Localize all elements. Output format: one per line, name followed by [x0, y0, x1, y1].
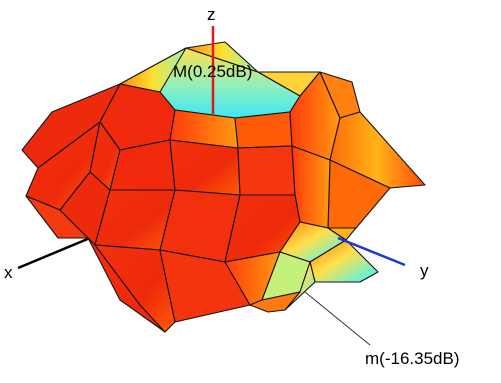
min-leader-line	[304, 291, 371, 346]
z-axis-label: z	[207, 5, 216, 24]
facet	[234, 111, 293, 149]
x-axis-label: x	[4, 263, 13, 282]
facet	[329, 111, 426, 189]
max-annotation: M(0.25dB)	[173, 62, 252, 81]
facet	[94, 244, 176, 333]
pattern-surface	[21, 41, 426, 333]
facet	[249, 291, 301, 313]
facet	[237, 145, 296, 196]
facet	[327, 227, 357, 241]
x-axis	[17, 236, 91, 270]
facet	[169, 139, 241, 196]
y-axis	[337, 236, 406, 267]
min-annotation: m(-16.35dB)	[365, 349, 459, 368]
facet	[185, 41, 259, 73]
y-axis-label: y	[420, 261, 429, 280]
